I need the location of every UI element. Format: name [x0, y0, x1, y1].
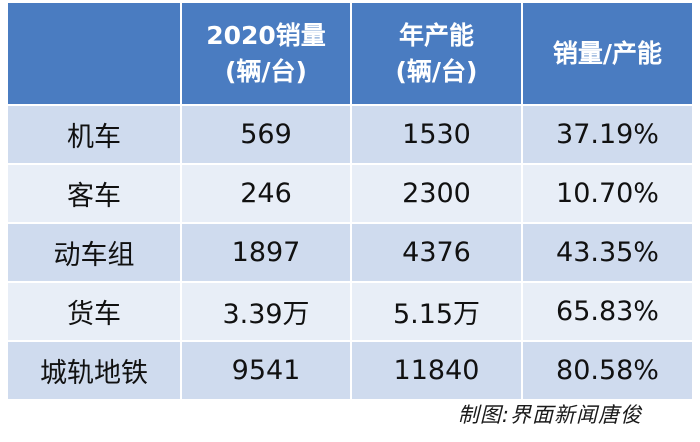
sales-2020-cell: 3.39万 [181, 281, 352, 341]
ratio-cell: 37.19% [522, 104, 692, 164]
header-cell-ratio: 销量/产能 [522, 3, 692, 105]
table-row: 城轨地铁 9541 11840 80.58% [8, 340, 692, 399]
category-cell: 机车 [8, 104, 182, 164]
header-cell-ratio-line1: 销量/产能 [552, 38, 663, 68]
ratio-cell: 80.58% [522, 340, 692, 399]
table-row: 机车 569 1530 37.19% [8, 104, 692, 164]
data-table: 2020销量 (辆/台) 年产能 (辆/台) 销量/产能 机车 569 1530… [8, 3, 692, 399]
source-caption: 制图:界面新闻唐俊 [457, 403, 642, 427]
header-cell-category [8, 3, 182, 105]
category-cell: 城轨地铁 [8, 340, 182, 399]
category-cell: 货车 [8, 281, 182, 341]
annual-capacity-cell: 2300 [351, 163, 523, 223]
table-row: 货车 3.39万 5.15万 65.83% [8, 281, 692, 341]
sales-2020-cell: 246 [181, 163, 352, 223]
category-cell: 客车 [8, 163, 182, 223]
table-row: 动车组 1897 4376 43.35% [8, 222, 692, 282]
table-row: 客车 246 2300 10.70% [8, 163, 692, 223]
header-cell-sales-2020-line1: 2020销量 [206, 20, 326, 50]
annual-capacity-cell: 5.15万 [351, 281, 523, 341]
annual-capacity-cell: 4376 [351, 222, 523, 282]
ratio-cell: 65.83% [522, 281, 692, 341]
sales-2020-cell: 569 [181, 104, 352, 164]
category-cell: 动车组 [8, 222, 182, 282]
sales-2020-cell: 9541 [181, 340, 352, 399]
ratio-cell: 10.70% [522, 163, 692, 223]
header-cell-annual-capacity-line2: (辆/台) [395, 56, 478, 86]
header-cell-annual-capacity-line1: 年产能 [398, 20, 474, 50]
header-row: 2020销量 (辆/台) 年产能 (辆/台) 销量/产能 [8, 3, 692, 105]
sales-2020-cell: 1897 [181, 222, 352, 282]
annual-capacity-cell: 1530 [351, 104, 523, 164]
annual-capacity-cell: 11840 [351, 340, 523, 399]
header-cell-sales-2020: 2020销量 (辆/台) [181, 3, 352, 105]
header-cell-sales-2020-line2: (辆/台) [225, 56, 307, 86]
header-cell-annual-capacity: 年产能 (辆/台) [351, 3, 523, 105]
ratio-cell: 43.35% [522, 222, 692, 282]
